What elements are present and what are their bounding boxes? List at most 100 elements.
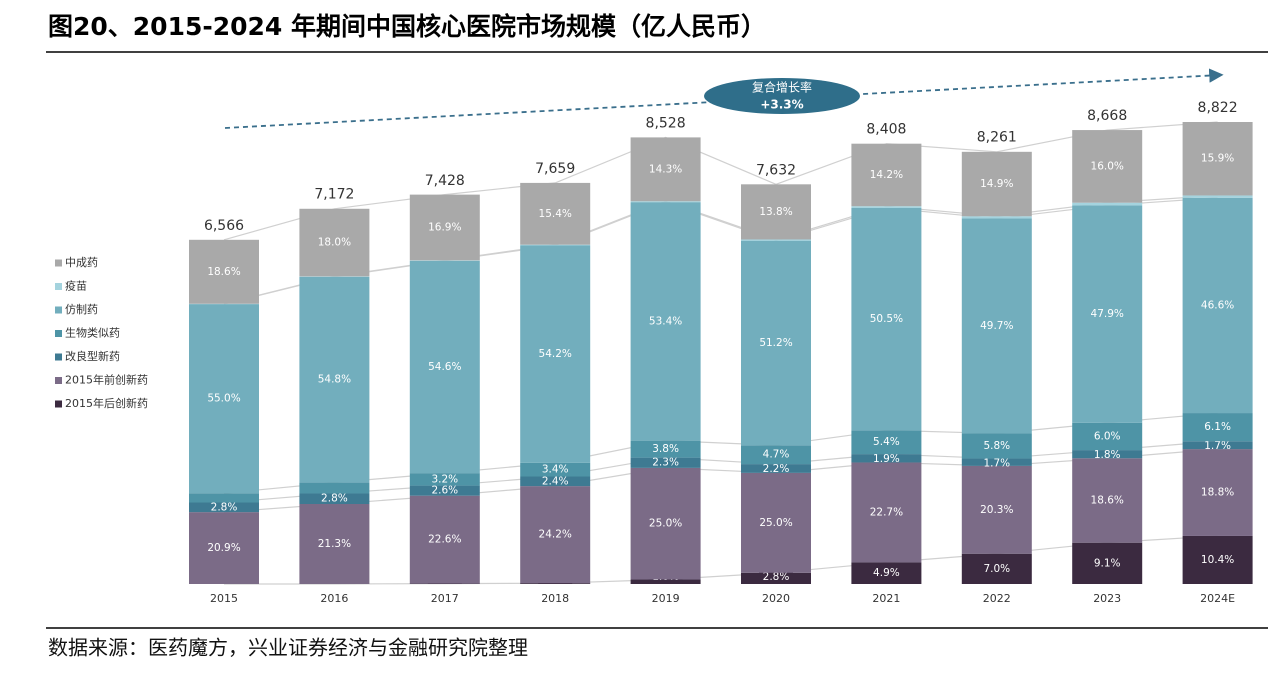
bar-segment bbox=[961, 216, 1032, 219]
bar-segment bbox=[189, 493, 259, 503]
value-label: 4.7% bbox=[763, 449, 790, 461]
total-label: 8,261 bbox=[977, 129, 1017, 145]
bar-segment bbox=[1182, 535, 1253, 584]
value-label: 2.8% bbox=[211, 502, 238, 514]
total-label: 7,172 bbox=[314, 186, 354, 202]
x-tick-label: 2022 bbox=[983, 592, 1011, 605]
bar-segment bbox=[630, 137, 701, 202]
bar-segment bbox=[741, 239, 811, 241]
value-label: 14.3% bbox=[649, 163, 682, 175]
bar-segment bbox=[961, 151, 1032, 217]
value-label: 6.1% bbox=[1204, 421, 1231, 433]
bar-segment bbox=[299, 493, 370, 504]
bar-segment bbox=[741, 240, 811, 446]
x-tick-label: 2015 bbox=[210, 592, 238, 605]
value-label: 7.0% bbox=[983, 563, 1010, 575]
legend-swatch bbox=[55, 306, 62, 314]
bar-segment bbox=[851, 562, 922, 584]
bar-segment bbox=[520, 486, 591, 584]
source: 数据来源：医药魔方，兴业证券经济与金融研究院整理 bbox=[48, 636, 528, 660]
value-label: 2.3% bbox=[652, 457, 679, 469]
value-label: 54.8% bbox=[318, 374, 351, 386]
value-label: 14.9% bbox=[980, 178, 1013, 190]
x-tick-label: 2021 bbox=[872, 592, 900, 605]
value-label: 22.7% bbox=[870, 506, 903, 518]
value-label: 2.6% bbox=[431, 485, 458, 497]
value-label: 4.9% bbox=[873, 567, 900, 579]
connector bbox=[224, 535, 1218, 585]
value-label: 1.8% bbox=[1094, 449, 1121, 461]
total-label: 8,668 bbox=[1087, 108, 1127, 124]
bar-segment bbox=[189, 502, 259, 513]
value-label: 20.3% bbox=[980, 504, 1013, 516]
total-label: 8,408 bbox=[866, 122, 906, 138]
bar-segment bbox=[851, 454, 922, 463]
bar-segment bbox=[520, 182, 591, 245]
total-label: 8,822 bbox=[1198, 100, 1238, 116]
value-label: 15.9% bbox=[1201, 153, 1234, 165]
bar-segment bbox=[741, 472, 811, 573]
bar-segment bbox=[299, 208, 370, 277]
legend-label: 2015年后创新药 bbox=[65, 396, 148, 410]
bar-segment bbox=[1182, 122, 1253, 196]
bar-segment bbox=[409, 260, 480, 474]
bar-segment bbox=[189, 304, 259, 494]
legend-label: 2015年前创新药 bbox=[65, 373, 148, 387]
value-label: 16.0% bbox=[1091, 160, 1124, 172]
bar-segment bbox=[851, 207, 922, 431]
bar-segment bbox=[961, 218, 1032, 434]
bar-segment bbox=[851, 430, 922, 455]
cagr-badge bbox=[704, 78, 860, 114]
x-tick-label: 2023 bbox=[1093, 592, 1121, 605]
bar-segment bbox=[409, 485, 480, 496]
connector bbox=[223, 412, 1218, 494]
legend-swatch bbox=[55, 353, 62, 361]
x-tick-label: 2017 bbox=[431, 592, 459, 605]
value-label: 16.9% bbox=[428, 221, 461, 233]
value-label: 47.9% bbox=[1091, 308, 1124, 320]
connector bbox=[223, 448, 1218, 513]
bar-segment bbox=[520, 476, 591, 487]
bar-segment bbox=[961, 433, 1032, 459]
value-label: 1.7% bbox=[983, 458, 1010, 470]
x-tick-label: 2018 bbox=[541, 592, 569, 605]
bar-segment bbox=[741, 464, 811, 473]
value-label: 18.8% bbox=[1201, 487, 1234, 499]
value-label: 25.0% bbox=[759, 517, 792, 529]
value-label: 9.1% bbox=[1094, 557, 1121, 569]
bar-segment bbox=[189, 512, 259, 584]
bar-segment bbox=[961, 465, 1032, 554]
value-label: 25.0% bbox=[649, 518, 682, 530]
bar-segment bbox=[1182, 413, 1253, 442]
bar-segment bbox=[1072, 202, 1143, 206]
connector bbox=[223, 194, 1218, 305]
value-label: 2.8% bbox=[763, 571, 790, 583]
value-label: 2.4% bbox=[542, 476, 569, 488]
value-label: 51.2% bbox=[759, 337, 792, 349]
value-label: 54.6% bbox=[428, 361, 461, 373]
bar-segment bbox=[630, 457, 701, 468]
bar-segment bbox=[520, 462, 591, 477]
bar-segment bbox=[851, 143, 922, 207]
value-label: 49.7% bbox=[980, 320, 1013, 332]
value-label: 24.2% bbox=[539, 529, 572, 541]
bar-segment bbox=[1182, 197, 1253, 414]
x-tick-label: 2020 bbox=[762, 592, 790, 605]
value-label: 3.2% bbox=[431, 473, 458, 485]
total-label: 7,659 bbox=[535, 161, 575, 177]
bar-segment bbox=[1072, 458, 1143, 543]
bar-segment bbox=[851, 462, 922, 563]
legend-label: 改良型新药 bbox=[65, 349, 120, 363]
bar-segment bbox=[299, 503, 370, 584]
connector bbox=[223, 440, 1218, 504]
total-label: 7,428 bbox=[425, 173, 465, 189]
x-tick-label: 2024E bbox=[1200, 592, 1235, 605]
bar-segment bbox=[961, 458, 1032, 466]
bar-segment bbox=[1072, 542, 1143, 584]
legend-swatch bbox=[55, 330, 62, 337]
bar-segment bbox=[1182, 441, 1253, 450]
bar-segment bbox=[409, 495, 480, 584]
bar-segment bbox=[299, 482, 370, 494]
value-label: 2.2% bbox=[763, 463, 790, 475]
